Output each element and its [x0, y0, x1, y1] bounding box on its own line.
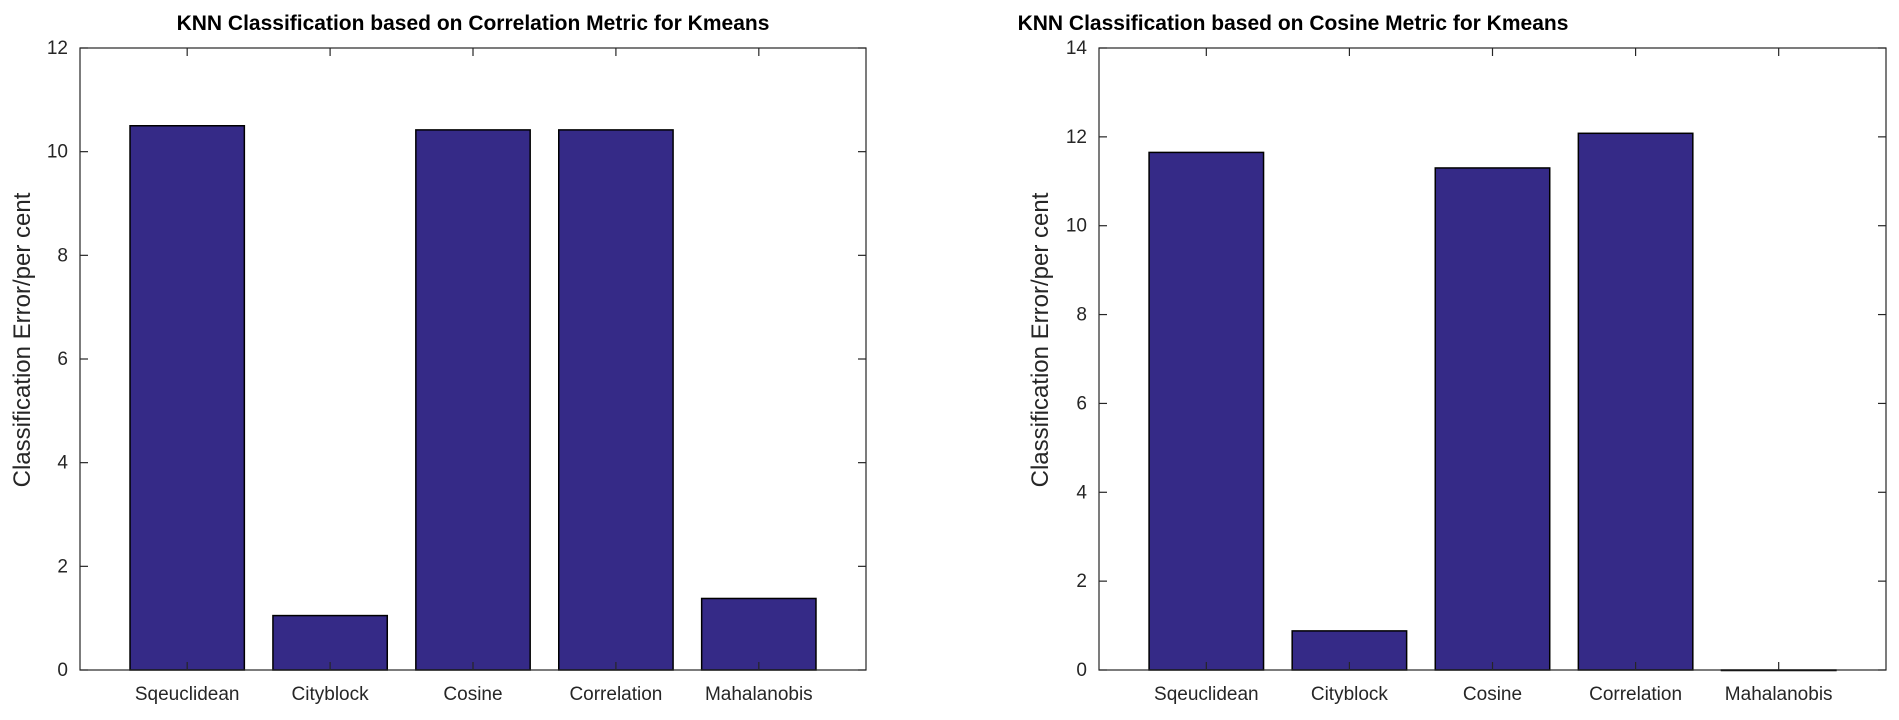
- x-tick-label: Mahalanobis: [705, 684, 813, 705]
- chart-title: KNN Classification based on Cosine Metri…: [1018, 12, 1569, 35]
- bar-cosine: [1434, 167, 1551, 671]
- bar-cosine: [415, 129, 531, 671]
- x-tick-label: Cosine: [443, 684, 502, 705]
- y-axis-label: Classification Error/per cent: [1027, 192, 1054, 487]
- y-tick-label: 8: [1076, 305, 1087, 326]
- x-tick-label: Cosine: [1463, 684, 1522, 705]
- x-tick-label: Mahalanobis: [1725, 684, 1833, 705]
- y-tick-label: 10: [47, 142, 68, 163]
- chart-correlation: KNN Classification based on Correlation …: [9, 12, 867, 705]
- x-tick-label: Sqeuclidean: [135, 684, 240, 705]
- bar-sqeuclidean: [129, 125, 246, 671]
- y-tick-label: 12: [47, 38, 68, 59]
- y-tick-label: 2: [57, 556, 68, 577]
- y-tick-label: 6: [1076, 393, 1087, 414]
- x-tick-label: Correlation: [1589, 684, 1682, 705]
- y-axis-label: Classification Error/per cent: [9, 192, 36, 487]
- plot-area: 0 2 4 6 8 10 12 14 Sqeuclidean Cityblock Cosine Cor…: [1066, 38, 1887, 705]
- plot-area: 0 2 4 6 8 10 12 Sqeuclidean Cityblock Cosine Corre…: [47, 38, 867, 705]
- y-tick-label: 6: [57, 349, 68, 370]
- y-tick-label: 4: [1076, 482, 1087, 503]
- y-tick-label: 0: [57, 660, 68, 681]
- bar-correlation: [558, 129, 674, 671]
- y-tick-label: 2: [1076, 571, 1087, 592]
- bar-sqeuclidean: [1148, 151, 1265, 671]
- y-tick-label: 0: [1076, 660, 1087, 681]
- bar-correlation: [1577, 132, 1694, 671]
- chart-title: KNN Classification based on Correlation …: [177, 12, 770, 35]
- y-tick-label: 12: [1066, 127, 1087, 148]
- y-tick-label: 4: [57, 453, 68, 474]
- bar-mahalanobis: [700, 597, 817, 671]
- bar-cityblock: [272, 614, 389, 671]
- x-tick-label: Cityblock: [292, 684, 370, 705]
- y-tick-label: 8: [57, 245, 68, 266]
- y-tick-label: 14: [1066, 38, 1088, 59]
- y-tick-label: 10: [1066, 216, 1087, 237]
- chart-cosine: KNN Classification based on Cosine Metri…: [1018, 12, 1887, 705]
- x-tick-label: Sqeuclidean: [1154, 684, 1259, 705]
- x-tick-label: Correlation: [569, 684, 662, 705]
- x-tick-label: Cityblock: [1311, 684, 1389, 705]
